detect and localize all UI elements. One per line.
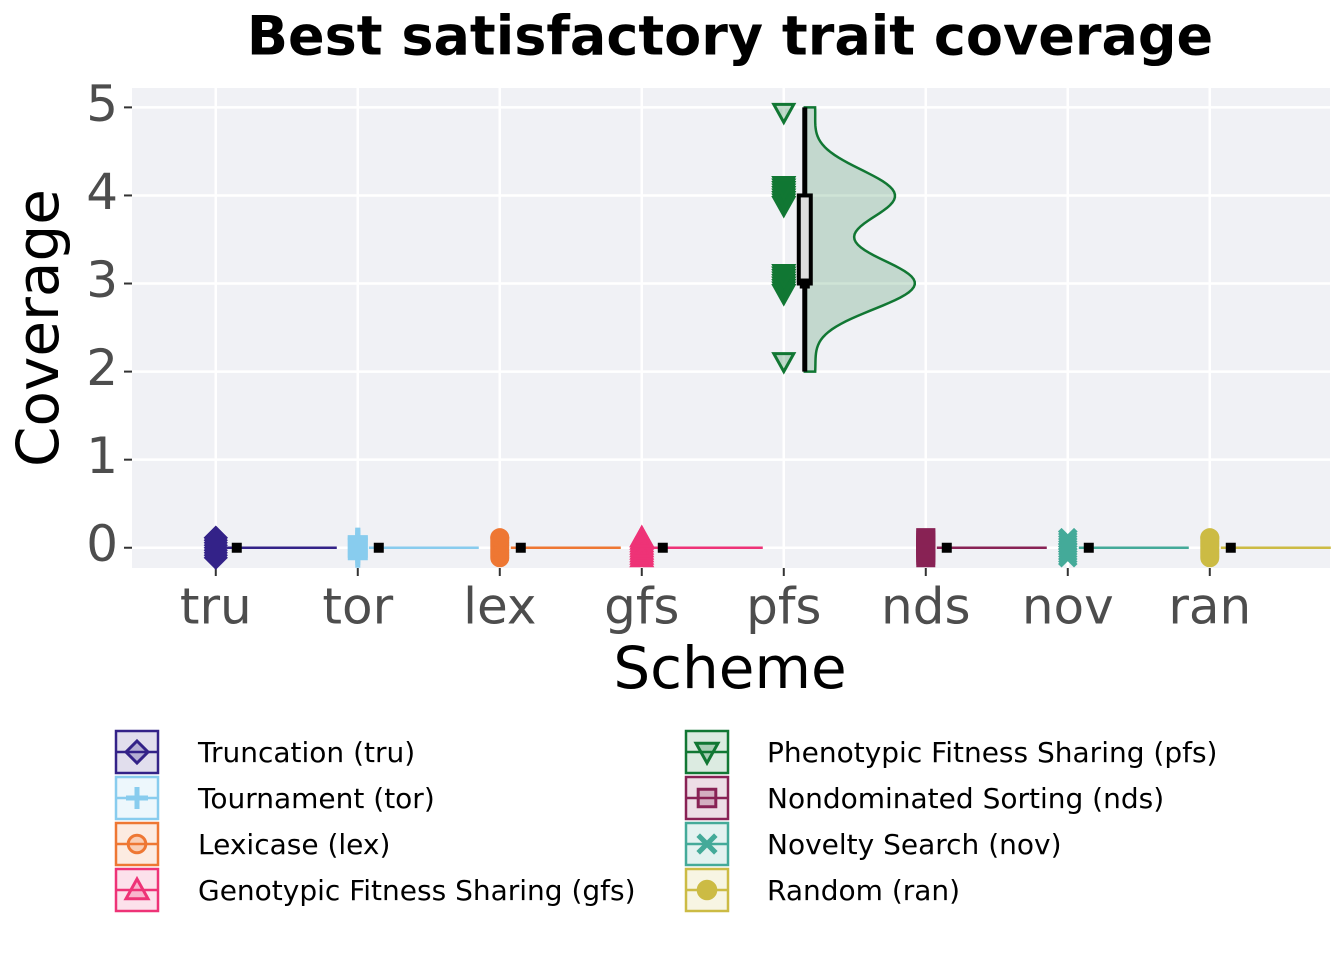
x-tick-label: gfs: [604, 578, 679, 636]
point: [916, 528, 936, 548]
y-tick-label: 0: [86, 515, 118, 573]
legend-marker: [693, 741, 721, 767]
point: [203, 528, 228, 553]
x-tick-label: nds: [881, 578, 970, 636]
point: [347, 527, 368, 548]
box-median: [941, 542, 952, 553]
chart-title: Best satisfactory trait coverage: [247, 5, 1213, 68]
x-tick-label: ran: [1168, 578, 1251, 636]
box: [796, 193, 813, 286]
legend-label: Genotypic Fitness Sharing (gfs): [198, 874, 636, 907]
legend-label: Novelty Search (nov): [767, 828, 1062, 861]
violin: [803, 106, 917, 373]
box-median: [657, 542, 668, 553]
y-tick-label: 3: [86, 251, 118, 309]
legend-label: Phenotypic Fitness Sharing (pfs): [767, 736, 1217, 769]
x-tick-label: tor: [322, 578, 393, 636]
point: [490, 528, 510, 548]
legend-marker: [123, 875, 151, 901]
point: [771, 102, 797, 126]
point: [1200, 528, 1220, 548]
point: [203, 525, 228, 550]
legend-marker: [696, 787, 718, 809]
plot-panel: [132, 88, 1330, 568]
point: [1058, 527, 1078, 548]
y-tick-label: 4: [86, 163, 118, 221]
y-axis-title: Coverage: [4, 189, 72, 467]
legend-marker: [696, 879, 718, 901]
point: [771, 178, 797, 202]
legend-label: Tournament (tor): [197, 782, 435, 815]
box-median: [1225, 542, 1236, 553]
box-median: [231, 542, 242, 553]
x-tick-label: pfs: [746, 578, 821, 636]
y-tick-label: 2: [86, 339, 118, 397]
box-median: [799, 278, 810, 289]
legend-marker: [696, 833, 718, 855]
box-median: [373, 542, 384, 553]
point: [771, 352, 797, 375]
legend-label: Nondominated Sorting (nds): [767, 782, 1164, 815]
point: [916, 538, 936, 558]
box-median: [1083, 542, 1094, 553]
legend-marker: [126, 787, 148, 809]
x-tick-label: nov: [1022, 578, 1114, 636]
x-tick-label: lex: [463, 578, 536, 636]
point: [916, 548, 936, 568]
legend-marker: [123, 738, 151, 766]
y-tick-label: 5: [86, 75, 118, 133]
legend-label: Truncation (tru): [197, 736, 415, 769]
x-tick-label: tru: [180, 578, 252, 636]
legend-label: Random (ran): [767, 874, 960, 907]
point: [771, 266, 797, 290]
point: [629, 524, 655, 548]
legend-marker: [126, 833, 148, 855]
y-tick-label: 1: [86, 427, 118, 485]
box-median: [515, 542, 526, 553]
x-axis-title: Scheme: [613, 634, 846, 702]
legend-label: Lexicase (lex): [198, 828, 390, 861]
